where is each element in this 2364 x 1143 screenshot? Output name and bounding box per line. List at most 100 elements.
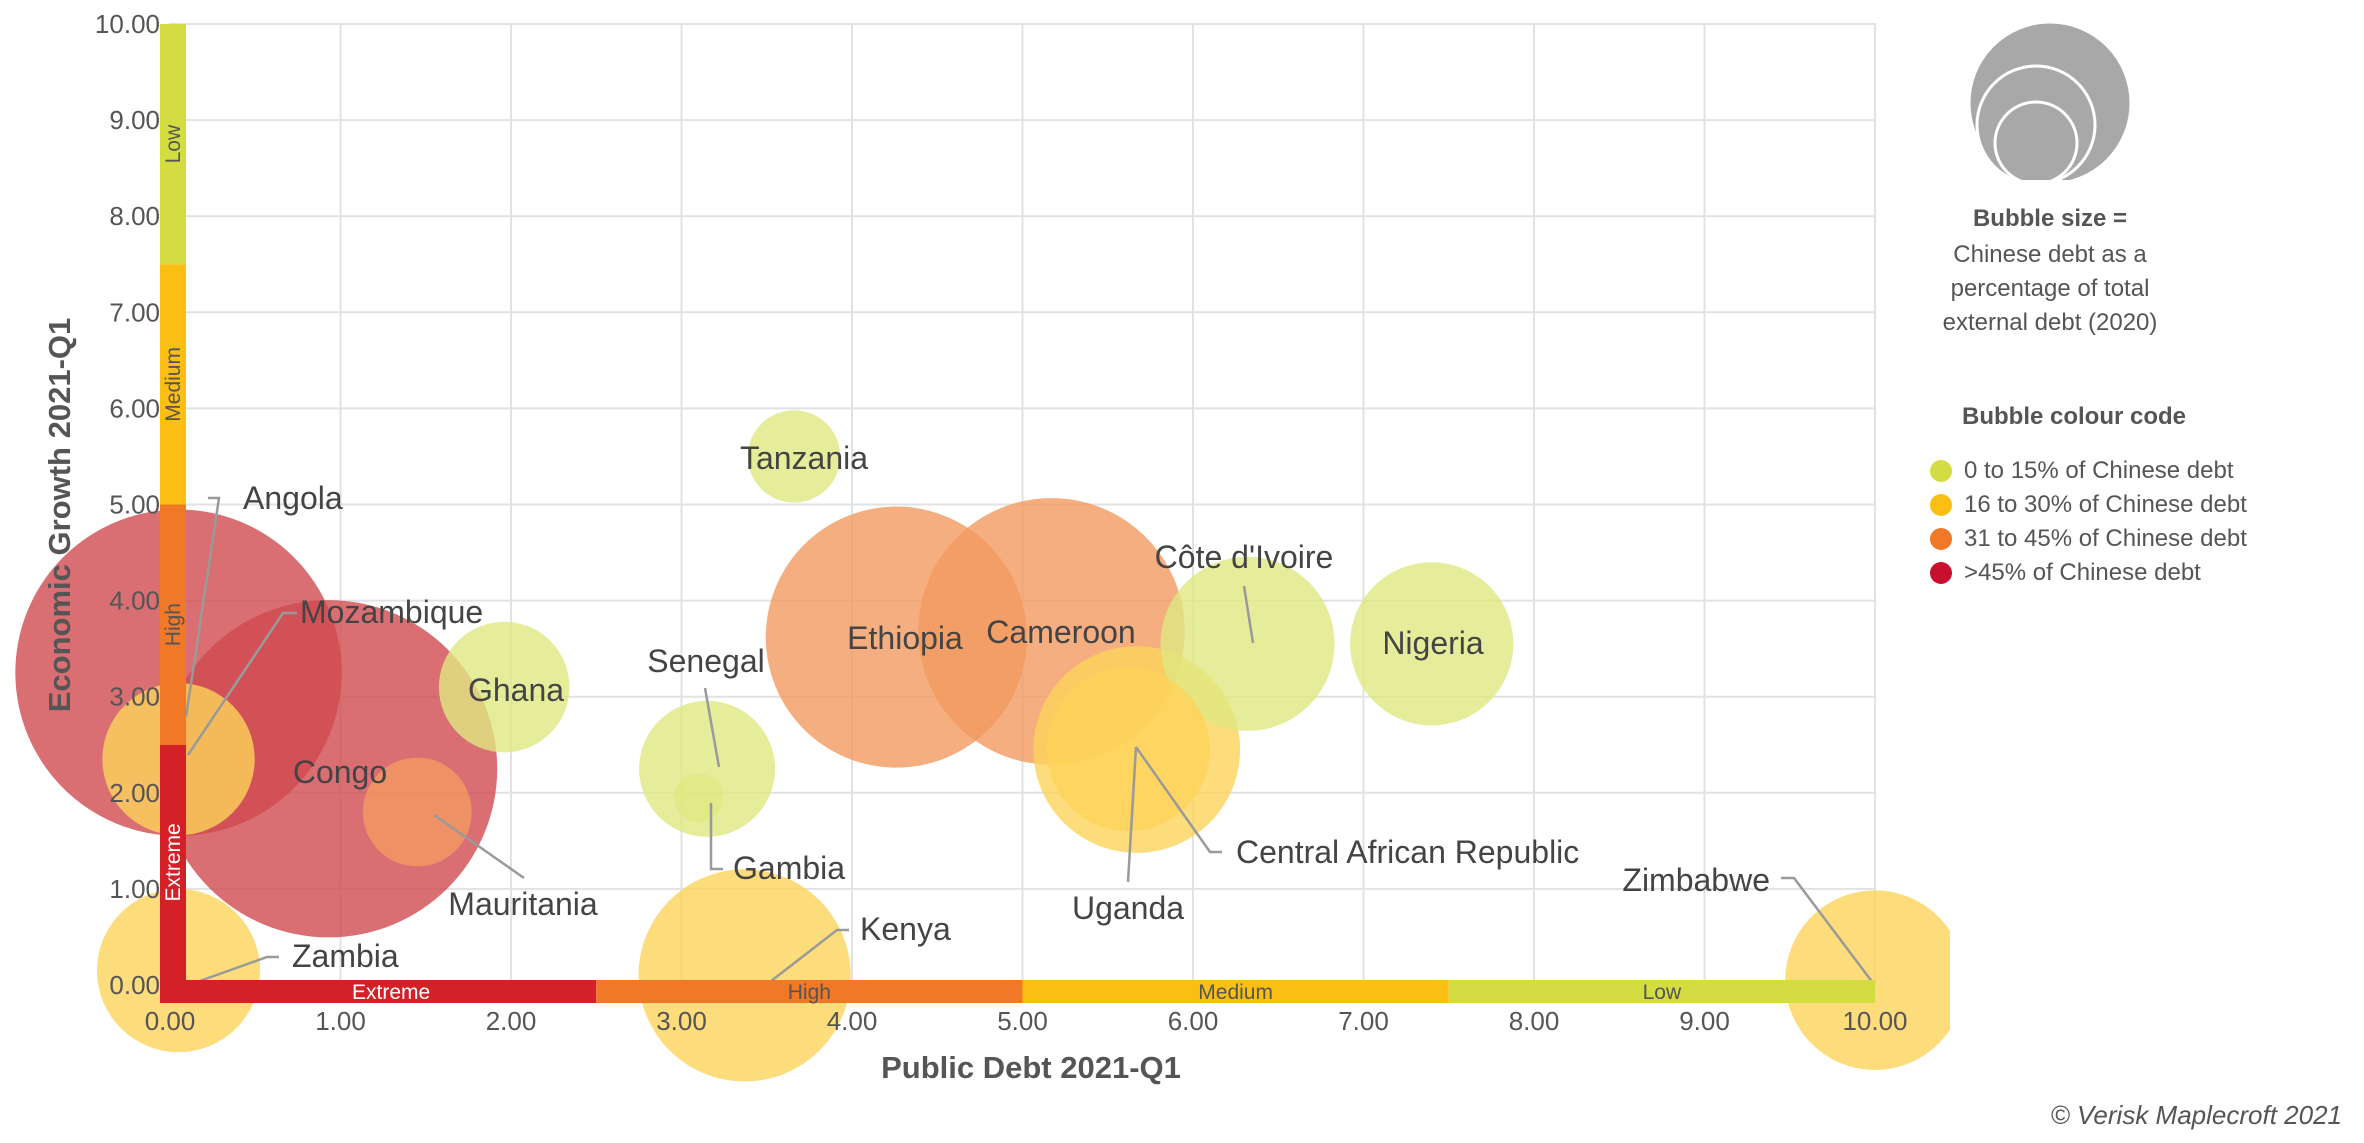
legend-item-label: >45% of Chinese debt (1964, 559, 2201, 586)
x-risk-band-label: Medium (1198, 981, 1273, 1004)
y-tick-label: 1.00 (109, 874, 160, 904)
bubble-size-description: Chinese debt as a percentage of total ex… (1900, 238, 2200, 340)
axis-ticks: 0.00 1.00 2.00 3.00 4.00 5.00 6.00 7.00 8.00 9.00… (95, 9, 1908, 1036)
colour-legend-list: 0 to 15% of Chinese debt 16 to 30% of Ch… (1930, 454, 2247, 590)
bubbles-layer (15, 410, 1950, 1082)
bubble-label: Ethiopia (847, 620, 963, 656)
leader-line (184, 496, 221, 718)
legend-dot (1930, 460, 1952, 482)
bubble-label: Tanzania (740, 440, 868, 476)
bubble-label: Cameroon (986, 614, 1135, 650)
legend-item: 16 to 30% of Chinese debt (1930, 488, 2247, 522)
bubble-label: Nigeria (1382, 625, 1484, 661)
leader-line (196, 955, 279, 984)
y-tick-label: 3.00 (109, 682, 160, 712)
x-tick-label: 3.00 (656, 1006, 707, 1036)
x-tick-label: 4.00 (827, 1006, 878, 1036)
bubble-size-desc-line: external debt (2020) (1942, 309, 2158, 336)
leader-line (703, 687, 721, 768)
y-tick-label: 7.00 (109, 297, 160, 327)
leader-line (433, 813, 525, 880)
bubble (765, 506, 1027, 768)
bubble-label: Angola (243, 480, 343, 516)
bubble-labels: Angola Mozambique Congo Ghana Mauritania Zamb… (243, 440, 1770, 974)
bubble (362, 757, 472, 867)
risk-bands: Extreme High Medium Low Extreme High Medium Low (160, 24, 1875, 1004)
y-tick-label: 8.00 (109, 201, 160, 231)
y-risk-band-label: Low (162, 124, 185, 163)
bubble-label: Gambia (733, 850, 845, 886)
x-tick-label: 9.00 (1679, 1006, 1730, 1036)
copyright-note: © Verisk Maplecroft 2021 (2050, 1100, 2342, 1130)
legend-item-label: 31 to 45% of Chinese debt (1964, 525, 2247, 552)
x-risk-band (186, 980, 597, 1003)
bubble-label: Côte d'Ivoire (1155, 539, 1334, 575)
legend-item: 31 to 45% of Chinese debt (1930, 522, 2247, 556)
bubble-label: Zambia (292, 938, 399, 974)
x-risk-band (596, 980, 1023, 1003)
bubble-label: Mozambique (300, 594, 483, 630)
legend-item: 0 to 15% of Chinese debt (1930, 454, 2247, 488)
x-tick-label: 5.00 (997, 1006, 1048, 1036)
bubble-label: Uganda (1072, 890, 1184, 926)
x-tick-label: 10.00 (1842, 1006, 1907, 1036)
y-tick-label: 10.00 (95, 9, 160, 39)
x-risk-band-label: Low (1643, 981, 1682, 1004)
y-risk-band-label: High (162, 603, 185, 646)
y-tick-label: 9.00 (109, 105, 160, 135)
x-tick-label: 2.00 (486, 1006, 537, 1036)
bubble-label: Mauritania (448, 886, 598, 922)
bubble (438, 621, 570, 753)
y-risk-band-label: Medium (162, 347, 185, 422)
x-risk-band (1448, 980, 1875, 1003)
y-risk-band (160, 264, 186, 505)
band-corner (160, 980, 186, 1003)
legend-dot (1930, 528, 1952, 550)
legend: Bubble size = Chinese debt as a percenta… (1900, 0, 2330, 600)
bubble (747, 410, 841, 503)
legend-item: >45% of Chinese debt (1930, 556, 2247, 590)
y-tick-label: 4.00 (109, 586, 160, 616)
legend-item-label: 0 to 15% of Chinese debt (1964, 457, 2234, 484)
bubble (1160, 556, 1335, 731)
leader-line (1126, 746, 1138, 883)
y-tick-label: 0.00 (109, 970, 160, 1000)
bubble-size-desc-line: Chinese debt as a (1953, 241, 2147, 268)
x-tick-label: 7.00 (1338, 1006, 1389, 1036)
bubble-chart: Extreme High Medium Low Extreme High Medium Low… (15, 9, 1950, 1085)
legend-item-label: 16 to 30% of Chinese debt (1964, 491, 2247, 518)
bubble-label: Senegal (647, 643, 764, 679)
bubble (1350, 562, 1514, 726)
y-risk-band (160, 24, 186, 265)
bubble (639, 700, 776, 837)
x-axis-title: Public Debt 2021-Q1 (881, 1050, 1181, 1085)
y-tick-label: 2.00 (109, 778, 160, 808)
x-risk-band-label: Extreme (352, 981, 430, 1004)
x-risk-band (1022, 980, 1449, 1003)
x-tick-label: 6.00 (1168, 1006, 1219, 1036)
bubble-label: Kenya (860, 911, 951, 947)
leader-line (709, 803, 723, 871)
leader-line (1781, 876, 1874, 984)
bubble (638, 869, 851, 1082)
bubble (1046, 667, 1210, 832)
y-risk-band-label: Extreme (162, 823, 185, 901)
leader-lines (184, 496, 1874, 986)
bubble-label: Ghana (468, 672, 564, 708)
y-tick-label: 5.00 (109, 490, 160, 520)
bubble (674, 773, 724, 823)
y-risk-band (160, 744, 186, 980)
bubble-size-title: Bubble size = (1972, 205, 2128, 232)
legend-dot (1930, 494, 1952, 516)
bubble-label: Congo (293, 754, 387, 790)
x-risk-band-label: High (788, 981, 831, 1004)
legend-dot (1930, 562, 1952, 584)
bubble-size-icon (1967, 20, 2133, 180)
bubble-label: Central African Republic (1236, 834, 1579, 870)
leader-line (186, 611, 297, 756)
leader-line (765, 928, 849, 986)
bubble-colour-title: Bubble colour code (1962, 403, 2187, 430)
leader-line (1242, 585, 1255, 644)
y-axis-title: Economic Growth 2021-Q1 (42, 318, 77, 713)
leader-line (1134, 746, 1222, 854)
